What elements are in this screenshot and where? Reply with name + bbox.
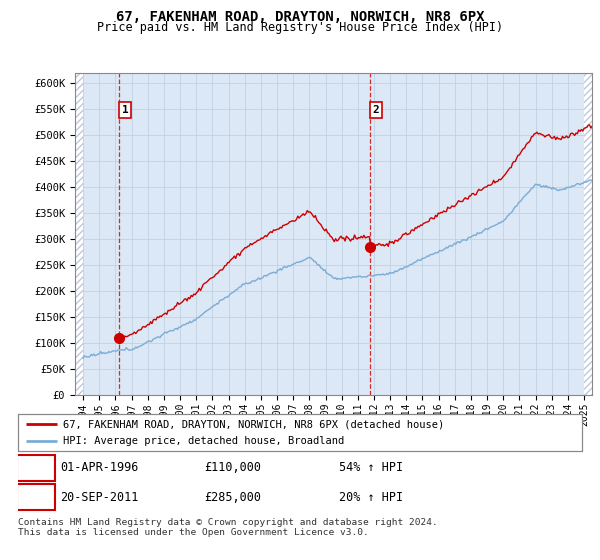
Text: 1: 1: [122, 105, 128, 115]
Text: 20-SEP-2011: 20-SEP-2011: [60, 491, 139, 503]
Text: 20% ↑ HPI: 20% ↑ HPI: [340, 491, 404, 503]
FancyBboxPatch shape: [17, 484, 55, 510]
Text: 67, FAKENHAM ROAD, DRAYTON, NORWICH, NR8 6PX (detached house): 67, FAKENHAM ROAD, DRAYTON, NORWICH, NR8…: [63, 419, 445, 429]
Polygon shape: [584, 73, 592, 395]
Text: 2: 2: [373, 105, 379, 115]
Text: 2: 2: [32, 491, 40, 503]
Text: 67, FAKENHAM ROAD, DRAYTON, NORWICH, NR8 6PX: 67, FAKENHAM ROAD, DRAYTON, NORWICH, NR8…: [116, 10, 484, 24]
Text: Price paid vs. HM Land Registry's House Price Index (HPI): Price paid vs. HM Land Registry's House …: [97, 21, 503, 34]
Text: £285,000: £285,000: [204, 491, 261, 503]
Text: Contains HM Land Registry data © Crown copyright and database right 2024.
This d: Contains HM Land Registry data © Crown c…: [18, 518, 438, 538]
Text: 1: 1: [32, 461, 40, 474]
Text: HPI: Average price, detached house, Broadland: HPI: Average price, detached house, Broa…: [63, 436, 344, 446]
Polygon shape: [75, 73, 83, 395]
FancyBboxPatch shape: [17, 455, 55, 480]
Text: 01-APR-1996: 01-APR-1996: [60, 461, 139, 474]
Text: £110,000: £110,000: [204, 461, 261, 474]
Text: 54% ↑ HPI: 54% ↑ HPI: [340, 461, 404, 474]
